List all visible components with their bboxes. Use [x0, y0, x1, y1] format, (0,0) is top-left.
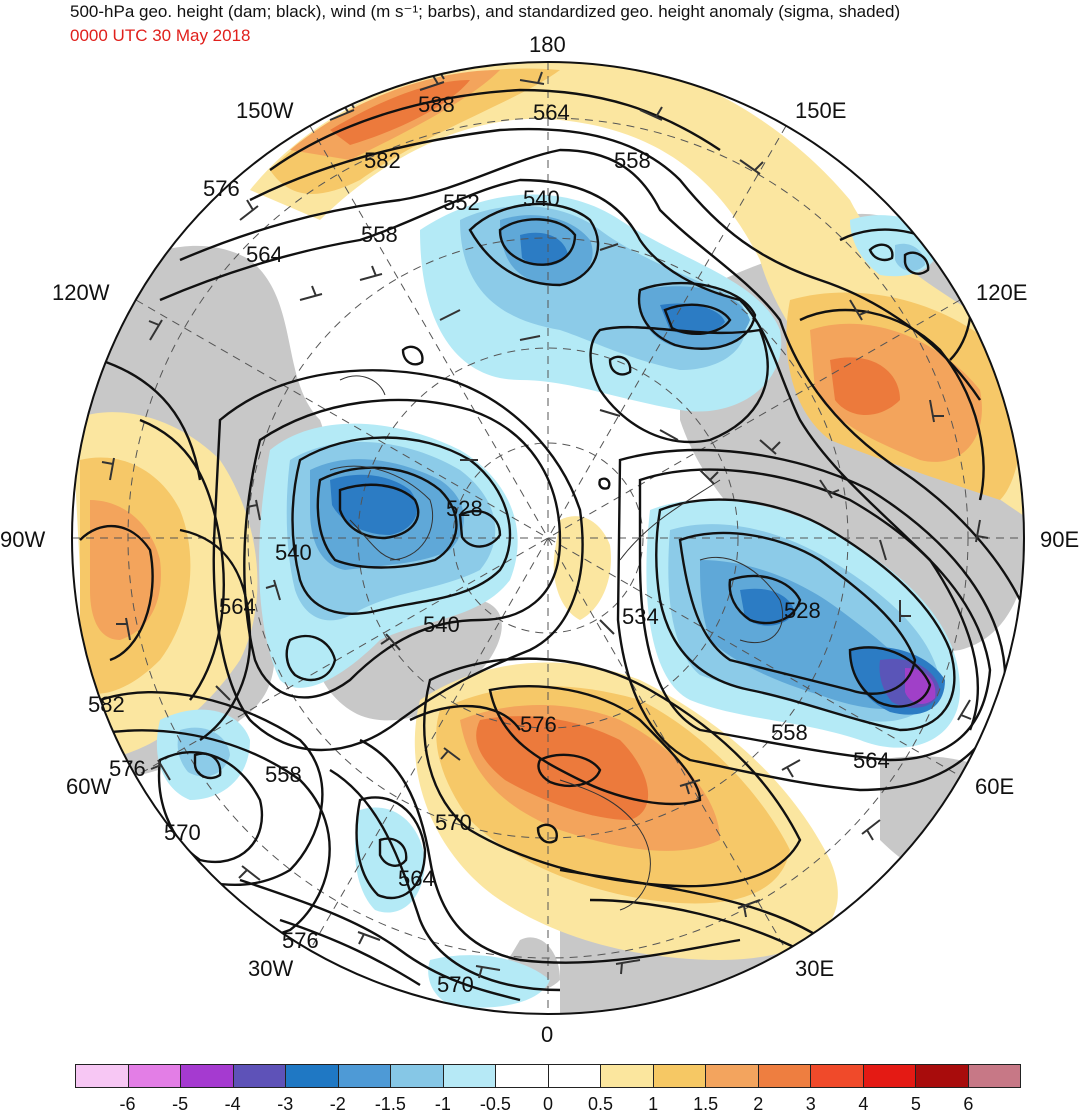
- lon-label-150e: 150E: [795, 98, 847, 123]
- contour-label: 576: [203, 176, 240, 201]
- contour-label: 588: [418, 92, 455, 117]
- colorbar-tick-label: 2: [753, 1094, 764, 1114]
- negative-anomaly-arctic-5: [520, 232, 568, 266]
- contour-label: 570: [435, 810, 472, 835]
- negative-anomaly-arctic-6: [660, 303, 725, 335]
- positive-anomaly-center: [553, 516, 611, 620]
- colorbar-bin: [915, 1064, 969, 1088]
- colorbar-bin: [495, 1064, 549, 1088]
- wind-barbs: [101, 68, 989, 979]
- negative-anomaly-pacific-small-2: [895, 243, 925, 272]
- lon-label-60w: 60W: [66, 774, 112, 799]
- contour-label: 528: [446, 496, 483, 521]
- contour-label: 540: [523, 186, 560, 211]
- colorbar-tick-label: -0.5: [479, 1094, 511, 1114]
- positive-anomaly-pacific: [250, 62, 1024, 520]
- positive-anomaly-asia-3: [830, 357, 900, 415]
- contour-label: 540: [423, 612, 460, 637]
- colorbar-bin: [232, 1064, 286, 1088]
- colorbar-bin: [600, 1064, 654, 1088]
- contour-label: 576: [282, 928, 319, 953]
- colorbar-tick-label: -6: [119, 1094, 136, 1114]
- colorbar-tick-label: 4: [858, 1094, 869, 1114]
- contour-label: 558: [771, 720, 808, 745]
- lon-label-150w: 150W: [236, 98, 294, 123]
- colorbar-tick-label: -4: [224, 1094, 241, 1114]
- contour-label: 558: [265, 762, 302, 787]
- colorbar-tick-label: -3: [277, 1094, 294, 1114]
- colorbar-tick-label: 6: [963, 1094, 974, 1114]
- colorbar-tick-label: -5: [172, 1094, 189, 1114]
- colorbar-bin: [547, 1064, 601, 1088]
- contour-label: 564: [533, 100, 570, 125]
- contour-label: 582: [364, 148, 401, 173]
- colorbar-bin: [442, 1064, 496, 1088]
- colorbar-tick-label: 1: [648, 1094, 659, 1114]
- negative-anomaly-canada-4: [330, 474, 418, 535]
- colorbar-tick-label: 0.5: [588, 1094, 614, 1114]
- positive-anomaly-pacific-4: [330, 80, 470, 145]
- colorbar-bin: [757, 1064, 811, 1088]
- positive-anomaly-west-3: [90, 500, 161, 640]
- colorbar-bin: [285, 1064, 339, 1088]
- colorbar-bin: [390, 1064, 444, 1088]
- colorbar-bin: [862, 1064, 916, 1088]
- negative-anomaly-south: [428, 955, 550, 1008]
- anomaly-colorbar: [75, 1064, 1021, 1088]
- negative-anomaly-siberia-7: [905, 668, 936, 704]
- graticule: [72, 62, 1024, 1014]
- contour-label: 564: [219, 594, 256, 619]
- colorbar-bin: [75, 1064, 129, 1088]
- contour-label: 582: [88, 692, 125, 717]
- contour-label: 540: [275, 540, 312, 565]
- lon-label-30w: 30W: [248, 956, 294, 981]
- lon-label-90e: 90E: [1040, 527, 1080, 552]
- colorbar-tick-label: -1: [434, 1094, 451, 1114]
- lon-label-180: 180: [529, 32, 566, 57]
- contour-label: 576: [109, 756, 146, 781]
- colorbar-tick-label: 3: [805, 1094, 816, 1114]
- colorbar-tick-label: 5: [910, 1094, 921, 1114]
- contour-label: 576: [520, 712, 557, 737]
- coastlines: [329, 375, 784, 911]
- colorbar-tick-label: 0: [542, 1094, 554, 1114]
- lon-label-120e: 120E: [976, 280, 1028, 305]
- lon-label-60e: 60E: [975, 774, 1015, 799]
- map-title: 500-hPa geo. height (dam; black), wind (…: [70, 2, 901, 21]
- colorbar-bin: [810, 1064, 864, 1088]
- colorbar-bin: [705, 1064, 759, 1088]
- contour-label: 564: [398, 866, 435, 891]
- colorbar-bin: [967, 1064, 1021, 1088]
- colorbar-bin: [127, 1064, 181, 1088]
- colorbar-bin: [652, 1064, 706, 1088]
- colorbar-tick-label: 1.5: [693, 1094, 719, 1114]
- lon-label-30e: 30E: [795, 956, 835, 981]
- contour-label: 528: [784, 598, 821, 623]
- lon-label-0: 0: [541, 1022, 554, 1047]
- contour-label: 534: [622, 604, 659, 629]
- colorbar-bin: [337, 1064, 391, 1088]
- contour-label: 558: [361, 222, 398, 247]
- colorbar-tick-label: -2: [329, 1094, 346, 1114]
- contour-label: 558: [614, 148, 651, 173]
- lon-label-90w: 90W: [0, 527, 46, 552]
- negative-anomaly-siberia-4: [740, 588, 795, 626]
- contour-label: 570: [437, 972, 474, 997]
- contour-label: 564: [853, 748, 890, 773]
- colorbar-tick-label: -1.5: [374, 1094, 406, 1114]
- contour-label: 570: [164, 820, 201, 845]
- contour-label: 552: [443, 190, 480, 215]
- contour-label: 564: [246, 242, 283, 267]
- colorbar-bin: [180, 1064, 234, 1088]
- lon-label-120w: 120W: [52, 280, 110, 305]
- valid-time: 0000 UTC 30 May 2018: [70, 26, 251, 45]
